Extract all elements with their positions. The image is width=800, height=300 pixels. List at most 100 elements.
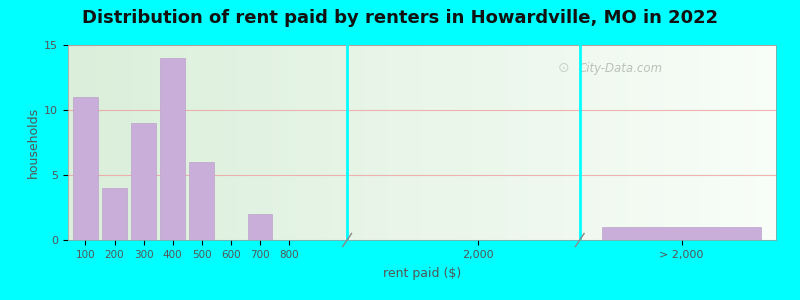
Bar bbox=[224, 45, 231, 240]
Bar bbox=[366, 45, 373, 240]
Bar bbox=[73, 97, 98, 240]
Bar bbox=[287, 45, 294, 240]
Bar bbox=[563, 45, 570, 240]
Bar bbox=[160, 58, 185, 240]
Bar bbox=[316, 45, 323, 240]
Bar bbox=[245, 45, 252, 240]
Bar bbox=[642, 45, 649, 240]
Bar bbox=[550, 45, 557, 240]
Bar bbox=[294, 45, 302, 240]
Bar bbox=[691, 45, 698, 240]
Bar bbox=[507, 45, 514, 240]
Bar bbox=[190, 162, 214, 240]
Bar bbox=[542, 45, 550, 240]
Bar bbox=[443, 45, 450, 240]
Bar bbox=[698, 45, 706, 240]
Bar bbox=[734, 45, 741, 240]
Bar bbox=[182, 45, 188, 240]
Bar bbox=[429, 45, 436, 240]
Bar bbox=[160, 45, 167, 240]
Bar bbox=[719, 45, 726, 240]
Text: City-Data.com: City-Data.com bbox=[578, 62, 662, 75]
Bar bbox=[139, 45, 146, 240]
Bar bbox=[620, 45, 627, 240]
Bar bbox=[146, 45, 153, 240]
Bar bbox=[231, 45, 238, 240]
Bar bbox=[210, 45, 217, 240]
Bar bbox=[528, 45, 535, 240]
Bar bbox=[649, 45, 656, 240]
Bar bbox=[274, 45, 280, 240]
Bar bbox=[266, 45, 274, 240]
Bar bbox=[726, 45, 734, 240]
Bar bbox=[486, 45, 493, 240]
Bar bbox=[557, 45, 563, 240]
Bar bbox=[82, 45, 90, 240]
Bar bbox=[96, 45, 103, 240]
Bar bbox=[102, 188, 127, 240]
Bar bbox=[386, 45, 394, 240]
Bar bbox=[762, 45, 769, 240]
Text: ⊙: ⊙ bbox=[558, 61, 570, 75]
Bar bbox=[259, 45, 266, 240]
Bar bbox=[465, 45, 471, 240]
Bar bbox=[521, 45, 528, 240]
Bar bbox=[602, 227, 762, 240]
Bar bbox=[493, 45, 500, 240]
Bar bbox=[373, 45, 379, 240]
Bar bbox=[478, 45, 486, 240]
Bar bbox=[280, 45, 287, 240]
Bar bbox=[415, 45, 422, 240]
Bar bbox=[592, 45, 599, 240]
Bar bbox=[570, 45, 578, 240]
Bar bbox=[103, 45, 110, 240]
Bar bbox=[195, 45, 202, 240]
Bar bbox=[344, 45, 351, 240]
Bar bbox=[167, 45, 174, 240]
X-axis label: rent paid ($): rent paid ($) bbox=[383, 267, 461, 280]
Bar bbox=[174, 45, 182, 240]
Bar bbox=[252, 45, 259, 240]
Bar bbox=[585, 45, 592, 240]
Bar bbox=[217, 45, 224, 240]
Bar bbox=[188, 45, 195, 240]
Bar bbox=[670, 45, 677, 240]
Bar bbox=[436, 45, 443, 240]
Bar bbox=[75, 45, 82, 240]
Bar bbox=[302, 45, 309, 240]
Bar bbox=[684, 45, 691, 240]
Bar bbox=[422, 45, 429, 240]
Bar bbox=[627, 45, 634, 240]
Bar bbox=[131, 123, 156, 240]
Bar bbox=[748, 45, 754, 240]
Bar bbox=[662, 45, 670, 240]
Bar bbox=[613, 45, 620, 240]
Bar bbox=[202, 45, 210, 240]
Bar bbox=[337, 45, 344, 240]
Bar bbox=[68, 45, 75, 240]
Bar bbox=[634, 45, 642, 240]
Bar bbox=[712, 45, 719, 240]
Bar bbox=[706, 45, 712, 240]
Bar bbox=[514, 45, 521, 240]
Bar bbox=[769, 45, 776, 240]
Bar bbox=[754, 45, 762, 240]
Bar bbox=[153, 45, 160, 240]
Y-axis label: households: households bbox=[27, 107, 40, 178]
Bar bbox=[394, 45, 401, 240]
Bar bbox=[677, 45, 684, 240]
Bar bbox=[247, 214, 272, 240]
Text: Distribution of rent paid by renters in Howardville, MO in 2022: Distribution of rent paid by renters in … bbox=[82, 9, 718, 27]
Bar bbox=[401, 45, 408, 240]
Bar bbox=[535, 45, 542, 240]
Bar bbox=[379, 45, 386, 240]
Bar bbox=[656, 45, 662, 240]
Bar bbox=[578, 45, 585, 240]
Bar bbox=[471, 45, 478, 240]
Bar bbox=[599, 45, 606, 240]
Bar bbox=[125, 45, 132, 240]
Bar bbox=[358, 45, 366, 240]
Bar bbox=[458, 45, 465, 240]
Bar bbox=[741, 45, 748, 240]
Bar bbox=[323, 45, 330, 240]
